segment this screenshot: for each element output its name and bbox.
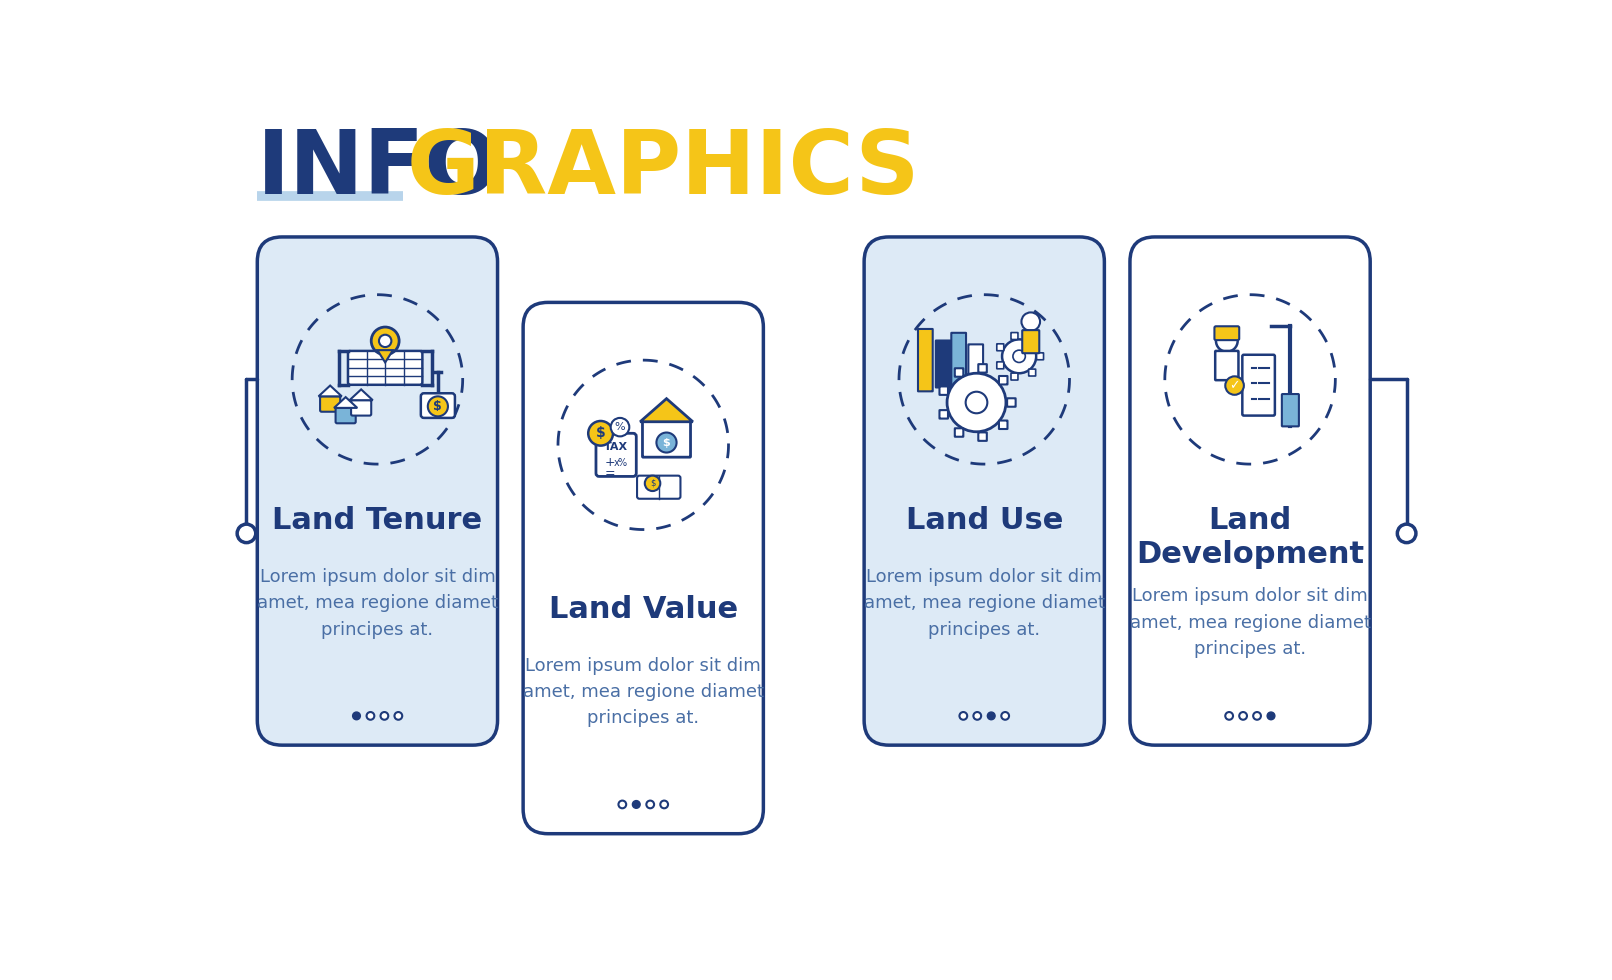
Circle shape <box>1398 524 1415 543</box>
Text: Land
Development: Land Development <box>1136 507 1364 569</box>
FancyBboxPatch shape <box>1037 353 1043 360</box>
Circle shape <box>1225 376 1244 395</box>
FancyBboxPatch shape <box>999 420 1008 429</box>
Text: $: $ <box>434 400 442 413</box>
Circle shape <box>1267 712 1275 719</box>
Polygon shape <box>319 385 342 396</box>
Circle shape <box>1022 313 1040 331</box>
Circle shape <box>646 801 654 808</box>
FancyBboxPatch shape <box>637 475 680 499</box>
FancyBboxPatch shape <box>643 421 690 458</box>
Polygon shape <box>350 389 372 400</box>
FancyBboxPatch shape <box>1011 332 1017 339</box>
FancyBboxPatch shape <box>1282 394 1299 426</box>
Text: $: $ <box>650 479 654 488</box>
Circle shape <box>619 801 625 808</box>
FancyBboxPatch shape <box>969 344 983 383</box>
Polygon shape <box>377 350 393 363</box>
FancyBboxPatch shape <box>996 362 1004 368</box>
Text: ✓: ✓ <box>1230 379 1240 392</box>
Circle shape <box>1012 350 1025 363</box>
FancyBboxPatch shape <box>335 408 356 423</box>
Circle shape <box>588 421 613 446</box>
Circle shape <box>380 712 388 719</box>
Circle shape <box>1003 339 1037 373</box>
FancyBboxPatch shape <box>978 365 987 372</box>
FancyBboxPatch shape <box>1008 398 1016 407</box>
FancyBboxPatch shape <box>937 340 951 387</box>
FancyBboxPatch shape <box>864 237 1104 745</box>
Circle shape <box>371 327 400 355</box>
Circle shape <box>1001 712 1009 719</box>
FancyBboxPatch shape <box>421 393 455 417</box>
Circle shape <box>379 335 392 347</box>
Text: Lorem ipsum dolor sit dim
amet, mea regione diamet
principes at.: Lorem ipsum dolor sit dim amet, mea regi… <box>864 568 1104 639</box>
Text: INFO: INFO <box>258 126 501 214</box>
Circle shape <box>987 712 995 719</box>
Circle shape <box>1253 712 1261 719</box>
Text: GRAPHICS: GRAPHICS <box>406 126 920 214</box>
Text: $: $ <box>596 426 606 440</box>
FancyBboxPatch shape <box>524 303 764 834</box>
FancyBboxPatch shape <box>954 368 964 376</box>
FancyBboxPatch shape <box>954 428 964 437</box>
FancyBboxPatch shape <box>996 344 1004 351</box>
Text: %: % <box>614 422 625 432</box>
Text: $: $ <box>663 437 671 448</box>
Text: Lorem ipsum dolor sit dim
amet, mea regione diamet
principes at.: Lorem ipsum dolor sit dim amet, mea regi… <box>256 568 498 639</box>
Circle shape <box>966 392 987 414</box>
Circle shape <box>611 417 629 436</box>
Polygon shape <box>640 399 693 421</box>
Text: TAX: TAX <box>604 442 629 452</box>
FancyBboxPatch shape <box>978 432 987 441</box>
Text: +: + <box>604 456 616 469</box>
Circle shape <box>237 524 256 543</box>
FancyBboxPatch shape <box>1130 237 1370 745</box>
Text: =: = <box>604 466 616 480</box>
Circle shape <box>1225 712 1233 719</box>
FancyBboxPatch shape <box>951 333 966 387</box>
FancyBboxPatch shape <box>1214 326 1240 340</box>
Text: %: % <box>617 458 627 467</box>
Polygon shape <box>334 397 358 408</box>
FancyBboxPatch shape <box>917 329 933 391</box>
FancyBboxPatch shape <box>999 376 1008 384</box>
Circle shape <box>948 373 1006 432</box>
Circle shape <box>366 712 374 719</box>
FancyBboxPatch shape <box>321 396 340 412</box>
FancyBboxPatch shape <box>940 386 948 395</box>
FancyBboxPatch shape <box>596 433 637 476</box>
Circle shape <box>395 712 403 719</box>
FancyBboxPatch shape <box>1028 336 1035 344</box>
Circle shape <box>974 712 982 719</box>
FancyBboxPatch shape <box>1022 330 1040 353</box>
Text: Lorem ipsum dolor sit dim
amet, mea regione diamet
principes at.: Lorem ipsum dolor sit dim amet, mea regi… <box>522 657 764 727</box>
Circle shape <box>959 712 967 719</box>
FancyBboxPatch shape <box>348 351 422 385</box>
Text: Land Use: Land Use <box>906 507 1062 535</box>
Circle shape <box>1240 712 1248 719</box>
FancyBboxPatch shape <box>1243 355 1275 416</box>
Circle shape <box>1215 330 1238 352</box>
Text: x: x <box>613 458 619 467</box>
Text: Land Tenure: Land Tenure <box>272 507 482 535</box>
Text: Lorem ipsum dolor sit dim
amet, mea regione diamet
principes at.: Lorem ipsum dolor sit dim amet, mea regi… <box>1130 587 1370 659</box>
Circle shape <box>656 432 677 453</box>
Circle shape <box>661 801 667 808</box>
FancyBboxPatch shape <box>940 410 948 418</box>
FancyBboxPatch shape <box>1028 369 1035 376</box>
FancyBboxPatch shape <box>258 237 498 745</box>
Circle shape <box>427 396 448 416</box>
Text: Land Value: Land Value <box>548 595 738 624</box>
Circle shape <box>353 712 361 719</box>
FancyBboxPatch shape <box>1215 351 1238 380</box>
Circle shape <box>632 801 640 808</box>
FancyBboxPatch shape <box>351 400 371 416</box>
Circle shape <box>645 475 661 491</box>
FancyBboxPatch shape <box>1011 373 1017 380</box>
